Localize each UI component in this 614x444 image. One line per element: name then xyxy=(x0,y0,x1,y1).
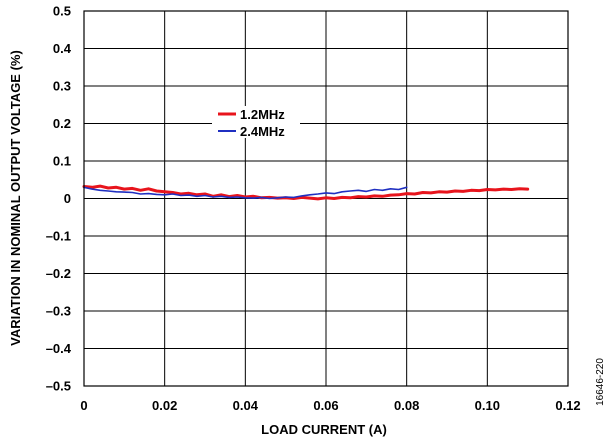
x-tick-label: 0.02 xyxy=(152,398,177,413)
x-tick-labels: 0 0.02 0.04 0.06 0.08 0.10 0.12 xyxy=(80,398,580,413)
x-tick-label: 0.08 xyxy=(394,398,419,413)
legend-background xyxy=(212,106,300,138)
plot-frame xyxy=(83,10,569,387)
legend-label-2-4mhz: 2.4MHz xyxy=(240,124,285,139)
y-tick-labels: –0.5 –0.4 –0.3 –0.2 –0.1 0 0.1 0.2 0.3 0.4 0.5 xyxy=(46,4,72,394)
y-tick-label: 0.2 xyxy=(53,116,71,131)
y-tick-label: –0.3 xyxy=(46,304,71,319)
y-tick-label: –0.1 xyxy=(46,229,71,244)
y-tick-label: 0 xyxy=(64,191,71,206)
y-tick-label: –0.2 xyxy=(46,266,71,281)
y-tick-label: –0.4 xyxy=(46,341,72,356)
x-tick-label: 0.06 xyxy=(313,398,338,413)
figure-id: 16646-220 xyxy=(595,358,606,406)
x-tick-label: 0.12 xyxy=(555,398,580,413)
x-tick-label: 0.04 xyxy=(233,398,259,413)
y-tick-label: –0.5 xyxy=(46,379,71,394)
y-tick-label: 0.3 xyxy=(53,79,71,94)
legend-label-1-2mhz: 1.2MHz xyxy=(240,107,285,122)
legend: 1.2MHz 2.4MHz xyxy=(212,106,300,139)
y-axis-label: VARIATION IN NOMINAL OUTPUT VOLTAGE (%) xyxy=(8,50,23,346)
y-tick-label: 0.1 xyxy=(53,154,71,169)
x-axis-label: LOAD CURRENT (A) xyxy=(261,422,387,437)
x-tick-label: 0.10 xyxy=(475,398,500,413)
y-tick-label: 0.4 xyxy=(53,41,72,56)
plot-lines xyxy=(82,184,530,201)
x-tick-label: 0 xyxy=(80,398,87,413)
y-tick-label: 0.5 xyxy=(53,4,71,19)
series-line-2-4mhz xyxy=(83,186,408,200)
series-line-1-2mhz xyxy=(82,184,530,201)
